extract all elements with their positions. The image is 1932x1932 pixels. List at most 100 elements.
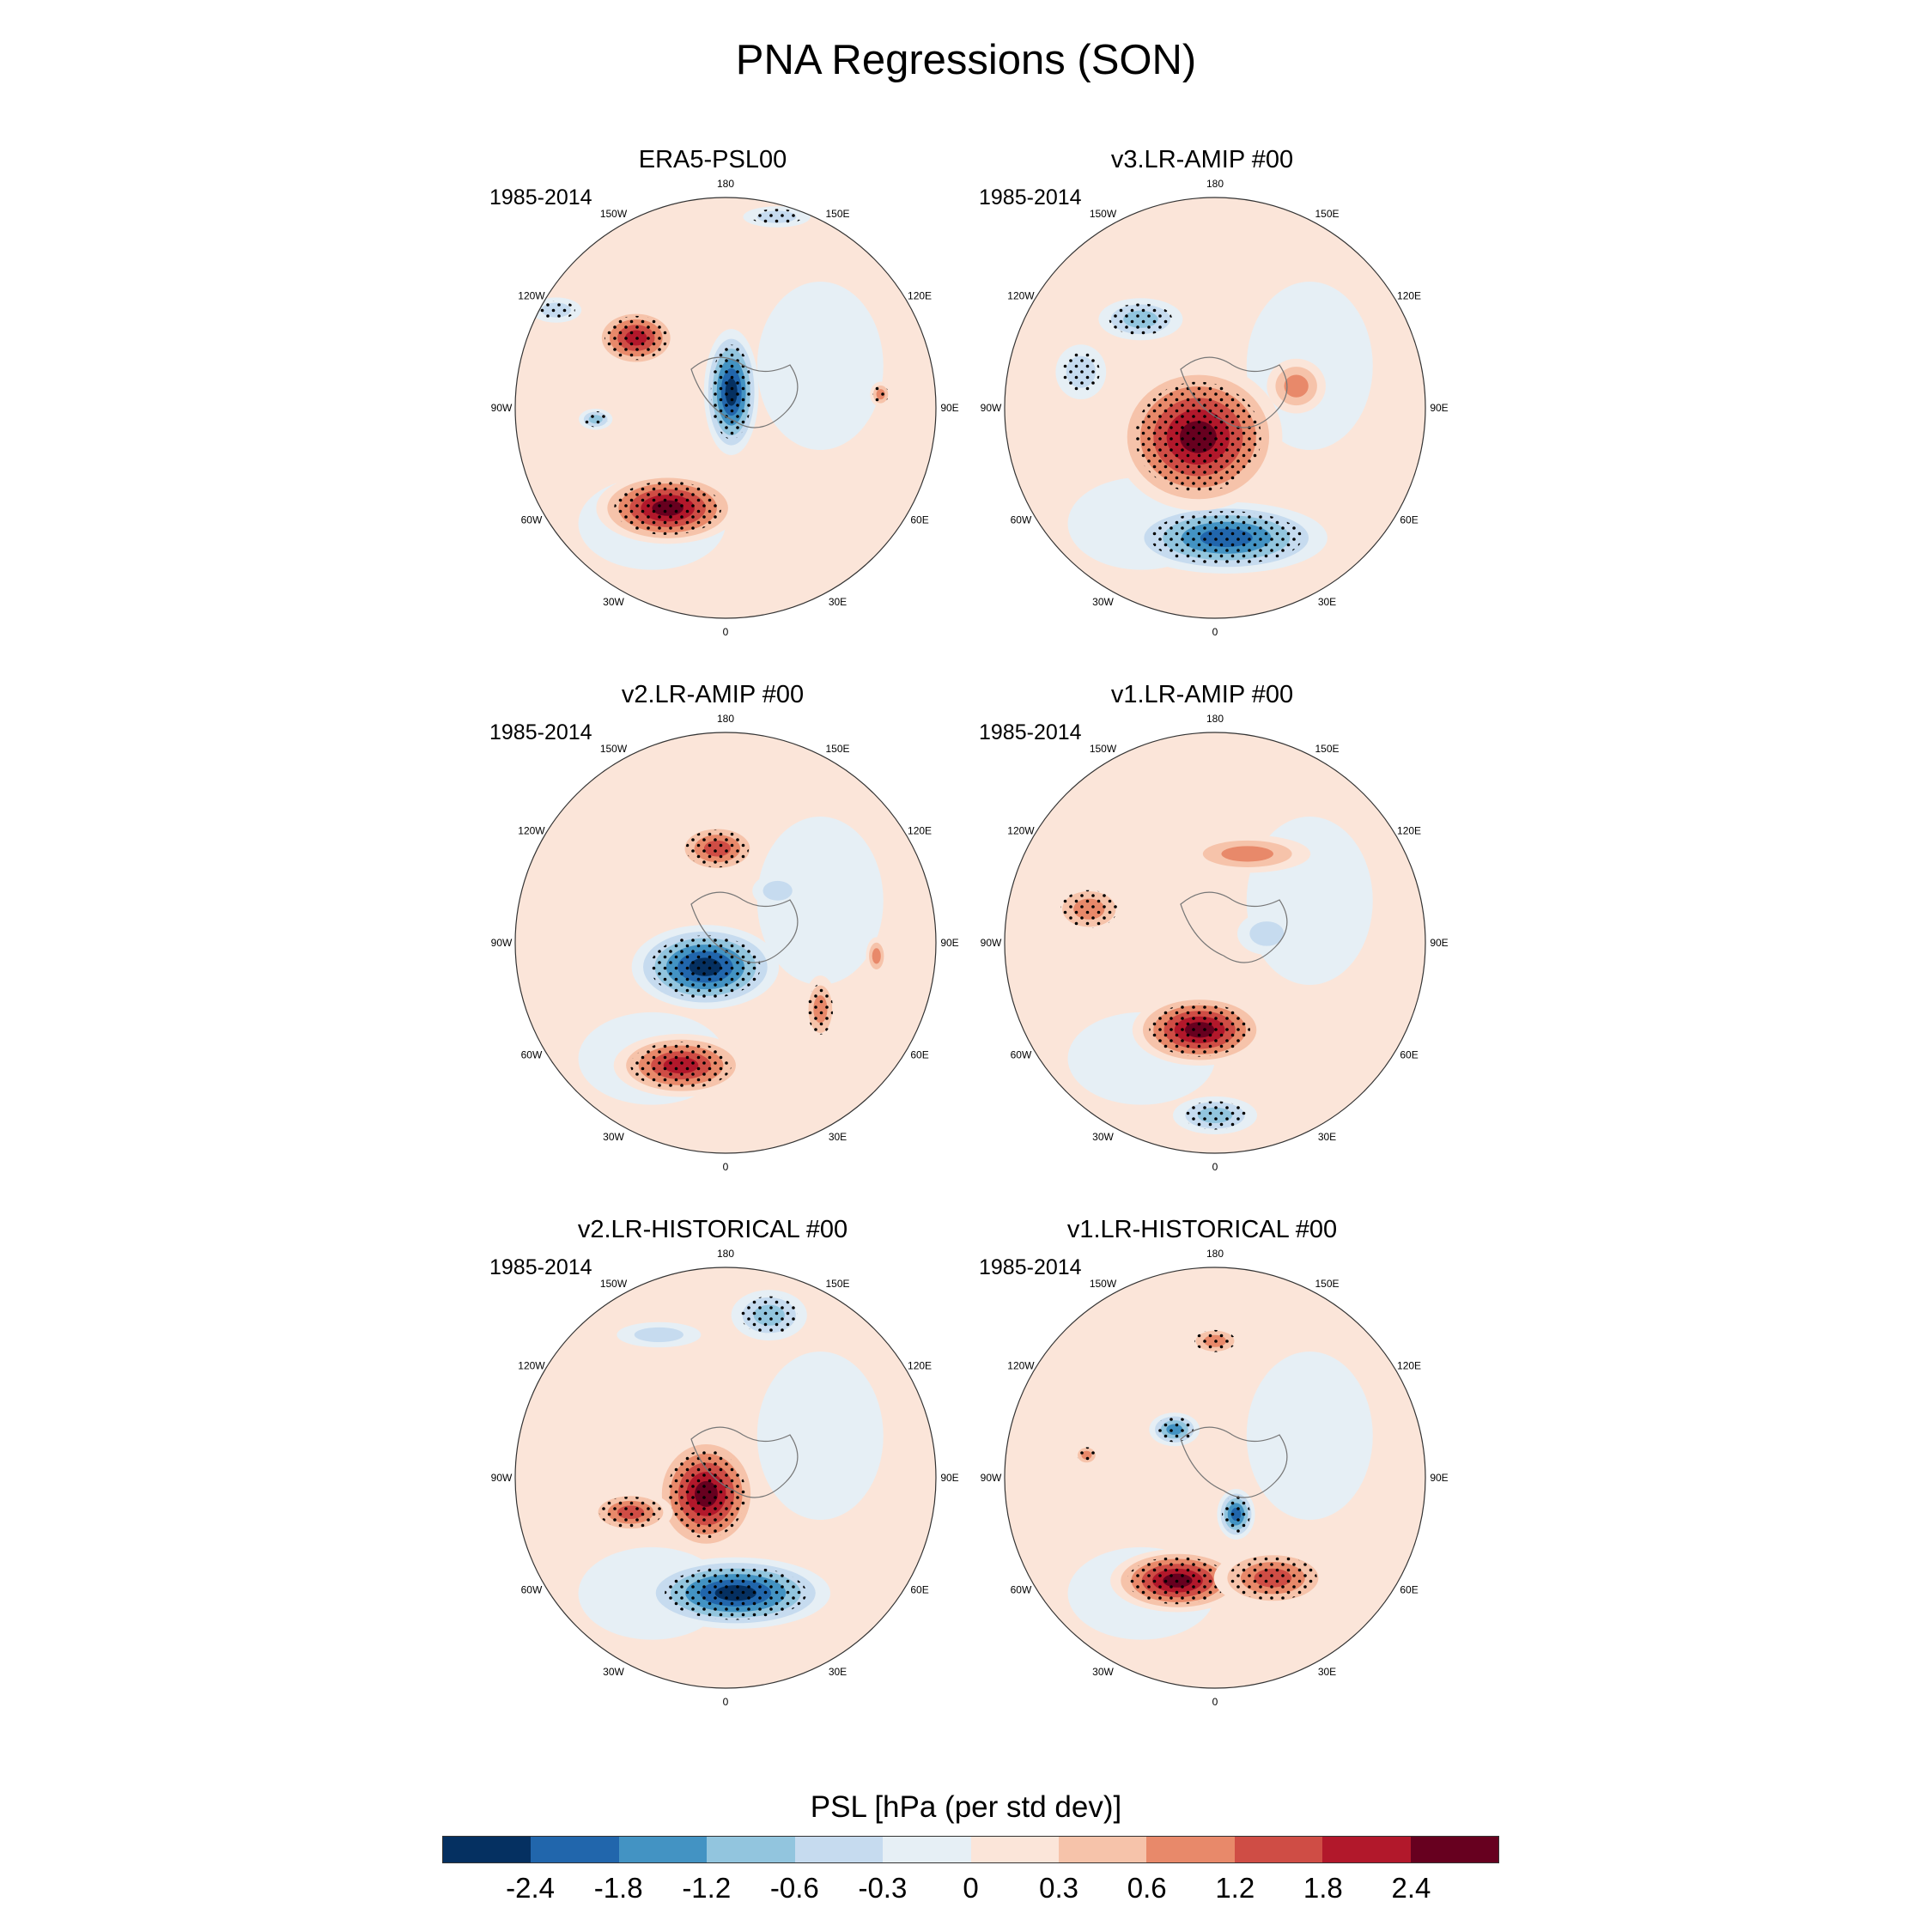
low-anomaly-6 xyxy=(743,206,811,228)
panel-v2-lr-historical-00: v2.LR-HISTORICAL #00 1985-2014 180 150E 120E… xyxy=(489,1216,959,1714)
longitude-label: 30W xyxy=(1092,596,1114,608)
longitude-label: 150E xyxy=(825,743,849,755)
low-anomaly-0 xyxy=(1125,501,1327,574)
longitude-label: 120E xyxy=(908,1360,932,1372)
longitude-label: 90W xyxy=(491,937,513,949)
high-anomaly-2 xyxy=(593,308,678,368)
colorbar-tick-label: -1.8 xyxy=(593,1872,643,1904)
low-anomaly-1 xyxy=(703,329,759,456)
low-anomaly-1 xyxy=(631,925,780,1010)
panel-period: 1985-2014 xyxy=(489,185,592,210)
map-outline xyxy=(514,1267,937,1689)
longitude-label: 90E xyxy=(940,402,958,414)
colorbar-box xyxy=(883,1837,971,1862)
longitude-label: 60E xyxy=(910,1049,928,1061)
background-patch xyxy=(756,1352,884,1520)
longitude-label: 120E xyxy=(1397,1360,1421,1372)
panel-v3-lr-amip-00: v3.LR-AMIP #00 1985-2014 180 150E 120E 90E 60E… xyxy=(979,146,1449,644)
low-anomaly-4 xyxy=(1237,912,1297,955)
panel-period: 1985-2014 xyxy=(979,1255,1082,1279)
high-anomaly-2 xyxy=(588,1491,673,1534)
panel-title: v3.LR-AMIP #00 xyxy=(1110,146,1294,173)
high-anomaly-0 xyxy=(596,472,739,544)
longitude-label: 60W xyxy=(1011,1584,1032,1596)
longitude-label: 90E xyxy=(940,1472,958,1484)
longitude-label: 180 xyxy=(1206,178,1224,190)
background-patch xyxy=(756,817,884,985)
longitude-label: 150W xyxy=(1090,1278,1117,1290)
colorbar-title: PSL [hPa (per std dev)] xyxy=(810,1790,1122,1824)
longitude-label: 90W xyxy=(491,1472,513,1484)
high-anomaly-4 xyxy=(1267,358,1326,414)
longitude-label: 120E xyxy=(1397,825,1421,837)
panel-title: v2.LR-AMIP #00 xyxy=(621,681,805,708)
colorbar-tick-label: 1.8 xyxy=(1303,1872,1343,1904)
map-outline xyxy=(514,197,937,619)
panel-v1-lr-amip-00: v1.LR-AMIP #00 1985-2014 180 150E 120E 90E 60E… xyxy=(979,681,1449,1179)
colorbar-box xyxy=(794,1837,884,1862)
coastline xyxy=(1180,1426,1288,1498)
longitude-label: 150E xyxy=(1315,743,1339,755)
longitude-label: 30E xyxy=(1318,596,1336,608)
colorbar-box xyxy=(1234,1837,1323,1862)
longitude-label: 0 xyxy=(723,1161,729,1173)
longitude-label: 120W xyxy=(1007,1360,1035,1372)
high-anomaly-4 xyxy=(675,823,760,874)
low-anomaly-0 xyxy=(1173,1096,1257,1134)
colorbar-tick-label: -2.4 xyxy=(506,1872,556,1904)
panel-title: ERA5-PSL00 xyxy=(638,146,787,173)
panel-period: 1985-2014 xyxy=(489,1255,592,1279)
map-outline xyxy=(1004,197,1426,619)
high-anomaly-2 xyxy=(803,975,837,1043)
longitude-label: 30W xyxy=(1092,1131,1114,1143)
polar-map: 180 150E 120E 90E 60E 30E 0 30W 60W 90W 120W 150W xyxy=(491,1248,959,1708)
colorbar-box xyxy=(443,1837,532,1862)
longitude-label: 60W xyxy=(1011,1049,1032,1061)
longitude-label: 90W xyxy=(981,402,1002,414)
longitude-label: 150E xyxy=(1315,208,1339,220)
high-anomaly-1 xyxy=(1213,1548,1332,1607)
longitude-label: 180 xyxy=(717,1248,734,1260)
coastline xyxy=(1180,891,1288,963)
longitude-label: 120W xyxy=(518,1360,545,1372)
high-anomaly-3 xyxy=(866,937,887,975)
high-anomaly-1 xyxy=(653,1435,759,1553)
longitude-label: 180 xyxy=(717,178,734,190)
panel-period: 1985-2014 xyxy=(979,185,1082,210)
map-outline xyxy=(514,732,937,1154)
coastline xyxy=(690,891,799,963)
panel-period: 1985-2014 xyxy=(489,720,592,744)
panel-era5-psl00: ERA5-PSL00 1985-2014 180 150E 120E 90E 60E 30E 0… xyxy=(489,146,959,644)
high-anomaly-4 xyxy=(870,381,891,407)
polar-map: 180 150E 120E 90E 60E 30E 0 30W 60W 90W 120W 150W xyxy=(981,1248,1449,1708)
low-anomaly-3 xyxy=(579,408,613,430)
colorbar-labels: -2.4 -1.8 -1.2 -0.6 -0.3 0 0.3 0.6 1.2 1.8 2.4 xyxy=(442,1872,1499,1906)
longitude-label: 60E xyxy=(1400,1584,1418,1596)
map-outline xyxy=(1004,732,1426,1154)
longitude-label: 120E xyxy=(908,825,932,837)
low-anomaly-3 xyxy=(1098,298,1183,341)
panel-period: 1985-2014 xyxy=(979,720,1082,744)
high-anomaly-0 xyxy=(613,1033,749,1097)
colorbar-box xyxy=(1410,1837,1499,1862)
low-anomaly-3 xyxy=(1149,1413,1200,1447)
longitude-label: 120E xyxy=(908,290,932,302)
longitude-label: 60W xyxy=(1011,514,1032,526)
longitude-label: 90W xyxy=(491,402,513,414)
longitude-label: 60W xyxy=(521,514,543,526)
low-anomaly-2 xyxy=(1055,344,1107,399)
longitude-label: 120W xyxy=(518,825,545,837)
polar-map: 180 150E 120E 90E 60E 30E 0 30W 60W 90W 120W 150W xyxy=(981,713,1449,1173)
longitude-label: 0 xyxy=(723,1696,729,1708)
high-anomaly-0 xyxy=(1110,1548,1245,1613)
longitude-label: 30W xyxy=(603,1666,624,1678)
longitude-label: 90E xyxy=(1430,402,1448,414)
longitude-label: 150W xyxy=(600,743,628,755)
main-title: PNA Regressions (SON) xyxy=(735,37,1197,83)
background-patch xyxy=(756,282,884,450)
colorbar-tick-label: 0.3 xyxy=(1039,1872,1079,1904)
longitude-label: 30E xyxy=(1318,1666,1336,1678)
panel-title: v2.LR-HISTORICAL #00 xyxy=(577,1216,848,1243)
colorbar-tick-label: 0 xyxy=(963,1872,979,1904)
longitude-label: 120W xyxy=(1007,290,1035,302)
